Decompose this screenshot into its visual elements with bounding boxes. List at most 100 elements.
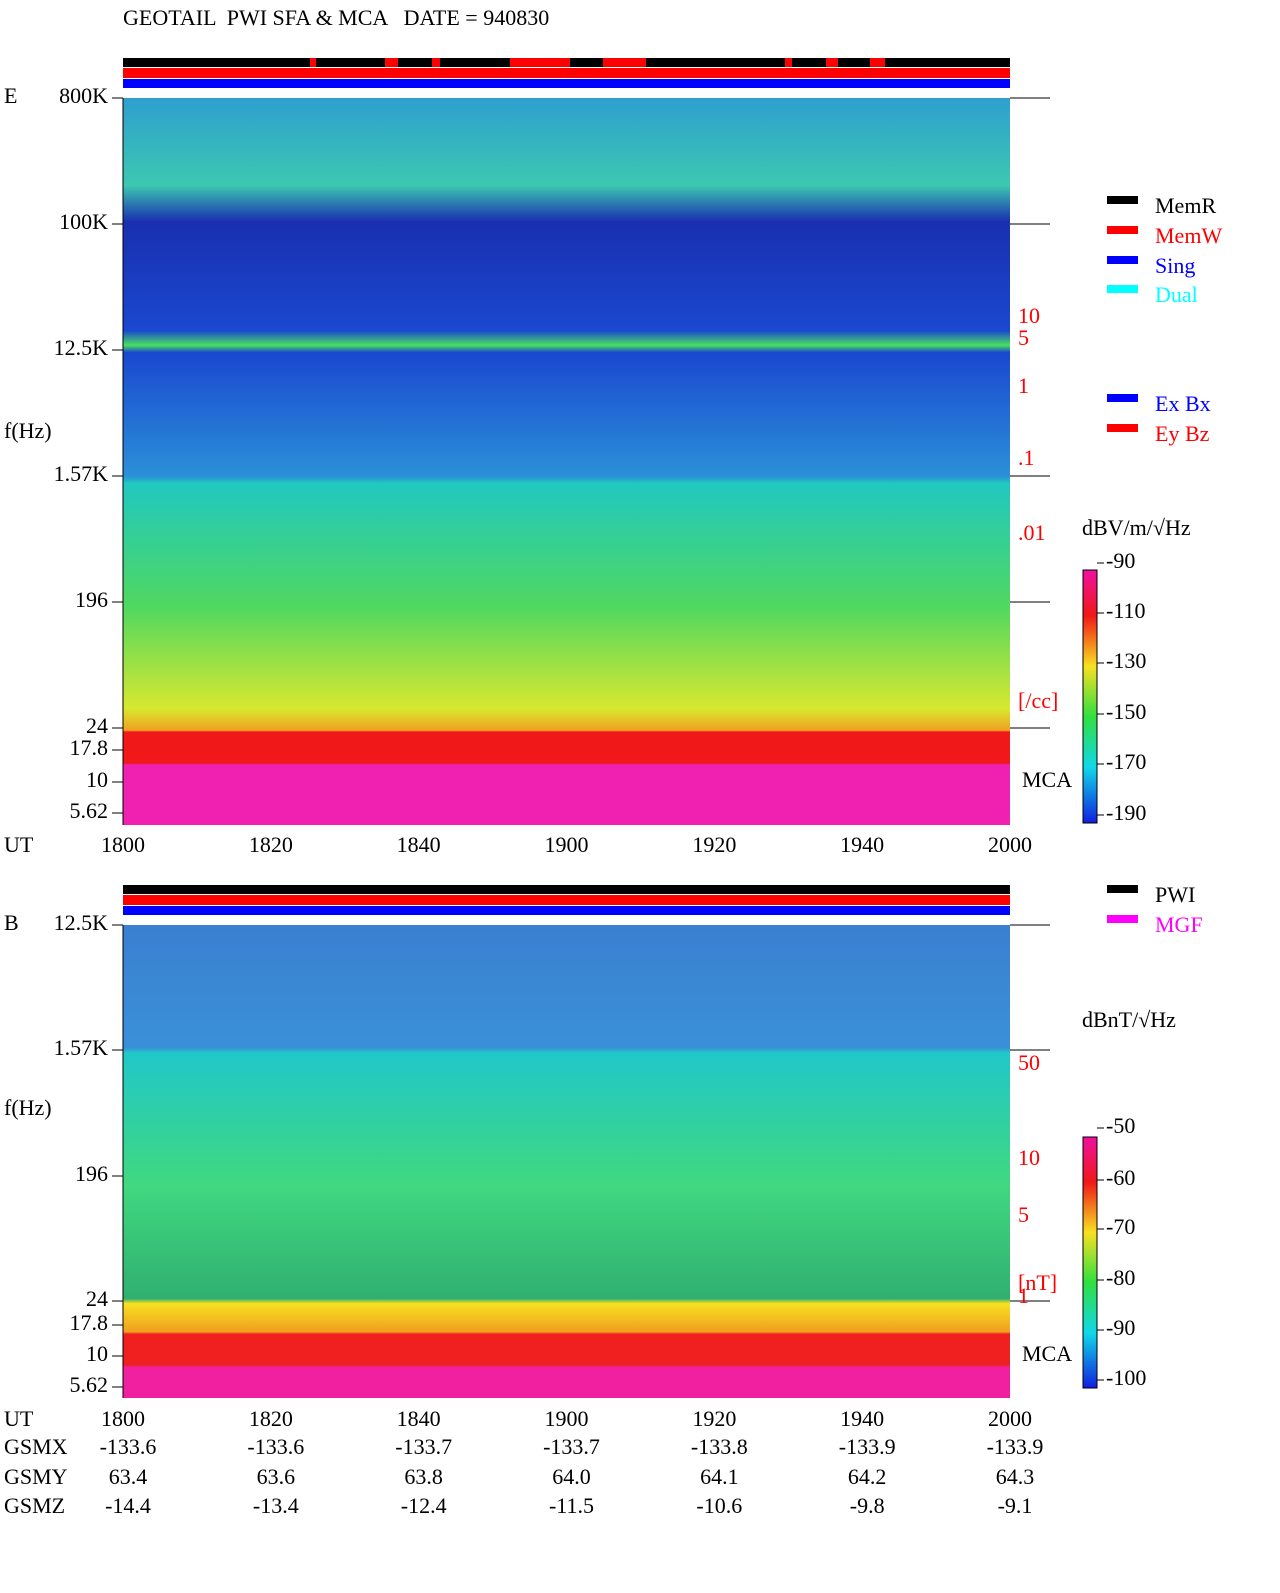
strip-block — [385, 58, 398, 67]
panel-label: E — [4, 83, 17, 108]
y-tick-label: 17.8 — [70, 1310, 109, 1335]
colorbar-tick-label: -90 — [1106, 548, 1135, 573]
legend-label: Sing — [1155, 253, 1195, 278]
orbit-value: -133.7 — [543, 1434, 600, 1459]
legend-swatch — [1107, 285, 1138, 293]
legend-swatch — [1107, 196, 1138, 204]
y-tick-label: 5.62 — [70, 798, 109, 823]
right-label: 1 — [1018, 373, 1029, 398]
y-tick-label: 10 — [86, 1341, 108, 1366]
right-label: 5 — [1018, 325, 1029, 350]
panel-label: B — [4, 910, 19, 935]
orbit-label: GSMY — [4, 1464, 68, 1489]
x-tick-label: 1920 — [692, 832, 736, 857]
right-label: .01 — [1018, 520, 1046, 545]
orbit-value: 64.1 — [700, 1464, 739, 1489]
colorbar — [1082, 1136, 1098, 1389]
x-tick-label: 2000 — [988, 832, 1032, 857]
orbit-value: -133.9 — [839, 1434, 896, 1459]
orbit-value: -133.7 — [395, 1434, 452, 1459]
strip-block — [310, 58, 316, 67]
y-tick-label: 10 — [86, 767, 108, 792]
strip-block — [510, 58, 570, 67]
colorbar-tick-label: -70 — [1106, 1214, 1135, 1239]
x-tick-label: 1820 — [249, 832, 293, 857]
colorbar-label: dBnT/√Hz — [1082, 1007, 1176, 1032]
x-tick-label: 1840 — [397, 1406, 441, 1431]
orbit-label: GSMX — [4, 1434, 68, 1459]
orbit-value: -133.9 — [987, 1434, 1044, 1459]
y-tick-label: 17.8 — [70, 735, 109, 760]
spectrogram — [123, 98, 1010, 825]
x-tick-label: 1800 — [101, 832, 145, 857]
y-tick-label: 1.57K — [54, 1035, 109, 1060]
orbit-value: 63.4 — [109, 1464, 148, 1489]
right-label: [nT] — [1018, 1270, 1057, 1295]
orbit-value: -9.1 — [998, 1493, 1033, 1518]
colorbar-tick-label: -110 — [1106, 598, 1146, 623]
legend-label: Dual — [1155, 282, 1198, 307]
orbit-value: -12.4 — [401, 1493, 447, 1518]
axis-label: f(Hz) — [4, 418, 52, 443]
axis-label: f(Hz) — [4, 1095, 52, 1120]
y-tick-label: 196 — [75, 587, 108, 612]
legend-label: MemR — [1155, 193, 1216, 218]
strip — [123, 906, 1010, 915]
orbit-value: 64.2 — [848, 1464, 887, 1489]
strip — [123, 895, 1010, 905]
orbit-label: GSMZ — [4, 1493, 65, 1518]
orbit-value: 63.8 — [404, 1464, 443, 1489]
x-tick-label: 1940 — [840, 832, 884, 857]
x-tick-label: 1900 — [545, 1406, 589, 1431]
colorbar-label: dBV/m/√Hz — [1082, 515, 1191, 540]
y-tick-label: 12.5K — [54, 335, 109, 360]
y-tick-label: 800K — [59, 83, 108, 108]
colorbar-tick-label: -150 — [1106, 699, 1146, 724]
legend-swatch — [1107, 885, 1138, 893]
mca-label: MCA — [1022, 767, 1072, 792]
orbit-value: -9.8 — [850, 1493, 885, 1518]
colorbar-tick-label: -170 — [1106, 749, 1146, 774]
strip-block — [870, 58, 885, 67]
colorbar-tick-label: -60 — [1106, 1165, 1135, 1190]
x-tick-label: 1920 — [692, 1406, 736, 1431]
legend-swatch — [1107, 394, 1138, 402]
right-label: .1 — [1018, 445, 1035, 470]
right-label: 10 — [1018, 1145, 1040, 1170]
mca-label: MCA — [1022, 1341, 1072, 1366]
x-tick-label: 1820 — [249, 1406, 293, 1431]
strip-block — [785, 58, 792, 67]
strip-block — [432, 58, 440, 67]
colorbar-tick-label: -90 — [1106, 1315, 1135, 1340]
orbit-value: -133.6 — [247, 1434, 304, 1459]
strip — [123, 885, 1010, 894]
orbit-value: 63.6 — [257, 1464, 296, 1489]
legend-label: MemW — [1155, 223, 1222, 248]
right-label: [/cc] — [1018, 688, 1058, 713]
colorbar-tick-label: -190 — [1106, 800, 1146, 825]
orbit-value: -133.6 — [100, 1434, 157, 1459]
legend-swatch — [1107, 424, 1138, 432]
x-tick-label: 2000 — [988, 1406, 1032, 1431]
y-tick-label: 5.62 — [70, 1372, 109, 1397]
strip-block — [603, 58, 646, 67]
orbit-value: -11.5 — [549, 1493, 594, 1518]
strip-block — [826, 58, 838, 67]
y-tick-label: 100K — [59, 209, 108, 234]
legend-label: Ex Bx — [1155, 391, 1211, 416]
y-tick-label: 12.5K — [54, 910, 109, 935]
y-tick-label: 1.57K — [54, 461, 109, 486]
legend-label: Ey Bz — [1155, 421, 1210, 446]
right-label: 5 — [1018, 1202, 1029, 1227]
legend-swatch — [1107, 226, 1138, 234]
legend-swatch — [1107, 915, 1138, 923]
legend-swatch — [1107, 256, 1138, 264]
y-tick-label: 24 — [86, 713, 108, 738]
legend-label: MGF — [1155, 912, 1203, 937]
title: GEOTAIL PWI SFA & MCA DATE = 940830 — [123, 5, 549, 30]
orbit-value: 64.0 — [552, 1464, 591, 1489]
y-tick-label: 196 — [75, 1161, 108, 1186]
orbit-value: -133.8 — [691, 1434, 748, 1459]
orbit-value: -10.6 — [696, 1493, 742, 1518]
